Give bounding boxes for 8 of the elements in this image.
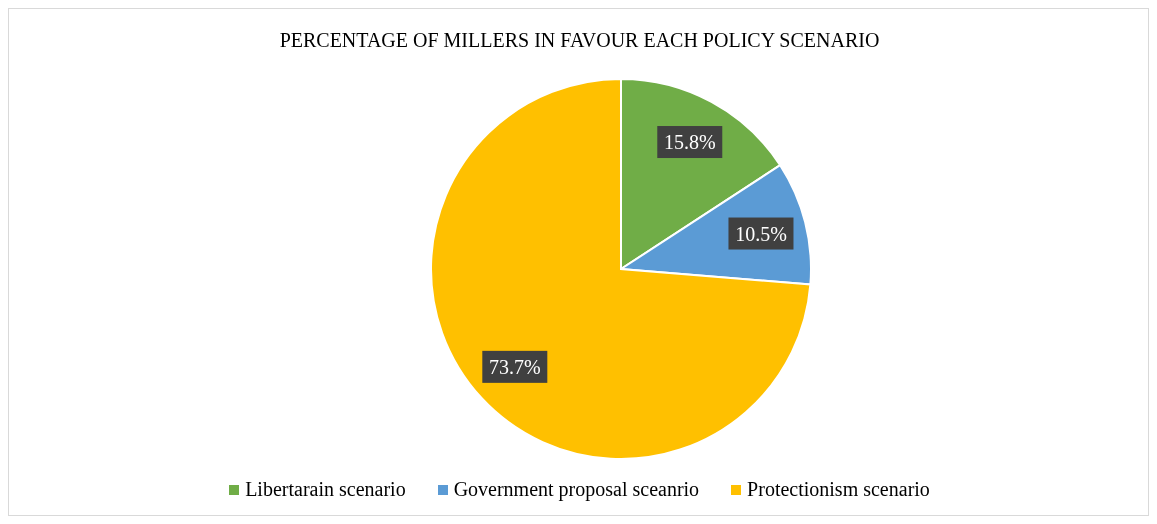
legend-label: Government proposal sceanrio (452, 478, 700, 501)
legend-label: Libertarain scenario (244, 478, 406, 501)
data-label: 73.7% (488, 355, 541, 378)
chart-title: PERCENTAGE OF MILLERS IN FAVOUR EACH POLICY SCENARIO (279, 29, 880, 51)
pie-slice (430, 78, 812, 460)
legend-label: Protectionism scenario (746, 478, 930, 501)
data-label: 10.5% (735, 222, 787, 245)
data-label: 15.8% (663, 131, 716, 154)
